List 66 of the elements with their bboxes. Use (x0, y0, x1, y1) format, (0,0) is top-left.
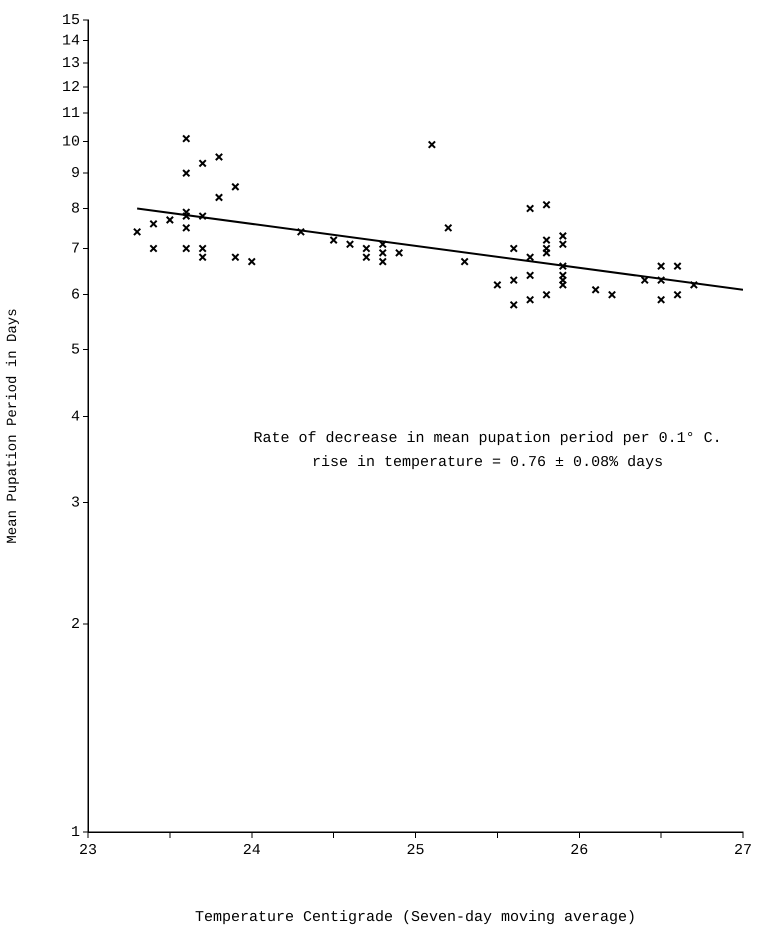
y-tick-label: 5 (70, 341, 80, 358)
point (329, 236, 338, 244)
point (231, 253, 240, 262)
y-tick-label: 7 (70, 240, 80, 258)
point (510, 276, 518, 284)
x-tick-label: 24 (242, 842, 261, 859)
point (231, 182, 240, 191)
x-tick-label: 23 (78, 842, 98, 859)
point (132, 228, 142, 236)
x-tick-label: 26 (570, 842, 588, 859)
y-tick-label: 13 (62, 54, 80, 72)
annotation: rise in temperature = 0.76 ± 0.08% days (312, 454, 664, 472)
point (214, 193, 224, 202)
point (182, 168, 190, 178)
y-tick-label: 10 (62, 134, 80, 151)
y-axis-title: Mean Pupation Period in Days (5, 308, 22, 544)
point (182, 224, 190, 232)
point (591, 286, 600, 294)
y-tick-label: 6 (70, 286, 80, 304)
annotation: Rate of decrease in mean pupation period per 0.1° C. (254, 430, 722, 448)
point (296, 228, 306, 236)
point (656, 296, 666, 304)
point (428, 140, 436, 149)
point (656, 276, 666, 284)
point (182, 208, 190, 216)
point (690, 280, 698, 290)
point (149, 244, 158, 253)
x-axis-title: Temperature Centigrade (Seven-day moving average) (194, 908, 636, 926)
point (656, 262, 666, 270)
point (346, 240, 354, 248)
point (526, 296, 534, 304)
point (542, 200, 551, 209)
y-tick-label: 9 (70, 165, 80, 182)
point (198, 212, 207, 220)
y-tick-label: 4 (70, 408, 80, 426)
y-tick-label: 14 (62, 32, 80, 50)
point (248, 257, 256, 266)
point (182, 134, 190, 143)
point (198, 159, 207, 168)
point (444, 224, 452, 232)
point (526, 271, 534, 280)
y-tick-label: 1 (70, 824, 80, 841)
point (182, 212, 190, 220)
y-tick-label: 11 (62, 104, 80, 122)
point (673, 290, 682, 299)
point (526, 253, 534, 262)
point (214, 152, 224, 162)
point (510, 300, 518, 310)
point (460, 257, 469, 266)
y-tick-label: 3 (70, 494, 80, 512)
y-tick-label: 8 (70, 200, 80, 218)
point (149, 220, 158, 228)
point (166, 216, 174, 224)
x-tick-label: 27 (734, 842, 752, 859)
x-tick-label: 25 (406, 842, 425, 859)
point (673, 262, 682, 270)
y-tick-label: 12 (62, 78, 80, 96)
point (493, 280, 502, 290)
point (182, 244, 190, 253)
point (394, 248, 404, 258)
y-tick-label: 2 (70, 616, 80, 634)
y-tick-label: 15 (62, 12, 80, 29)
point (542, 290, 551, 299)
point (526, 204, 534, 213)
point (510, 244, 518, 253)
point (608, 290, 616, 299)
